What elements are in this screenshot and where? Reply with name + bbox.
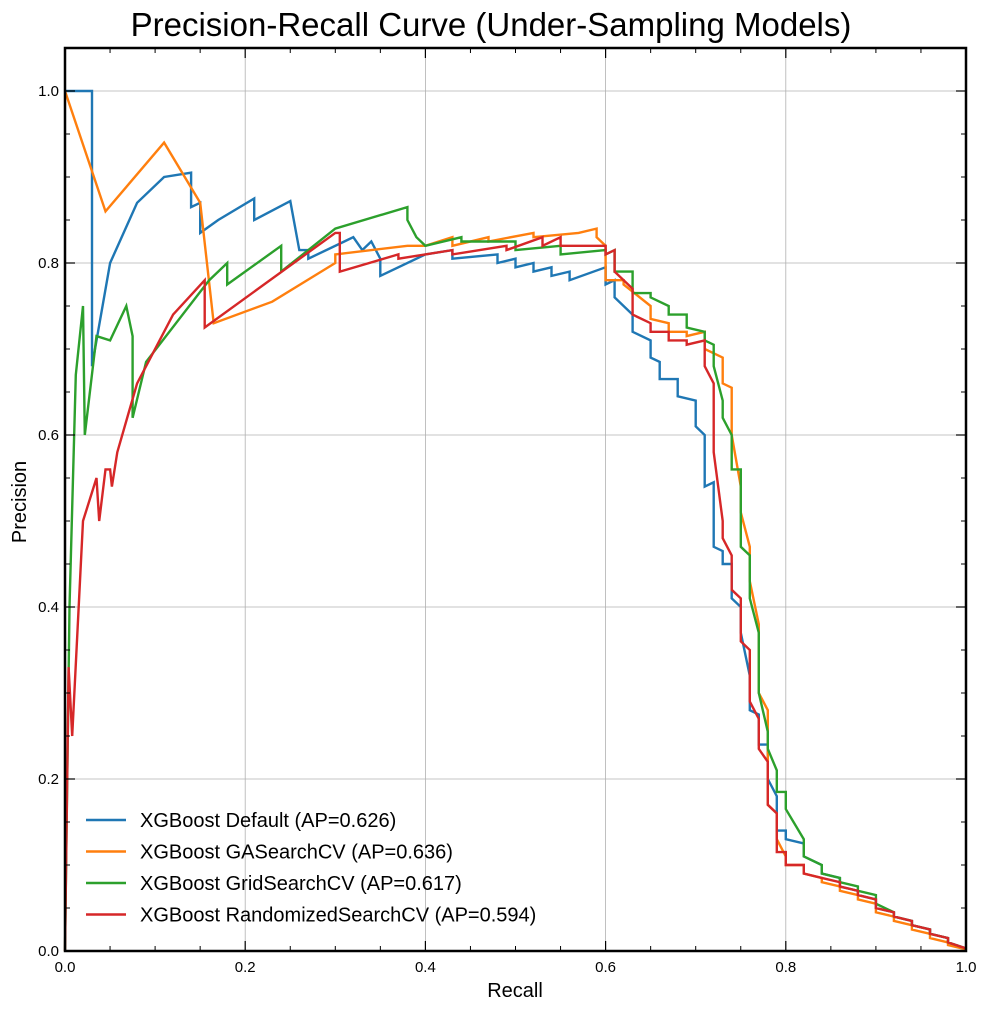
- legend-label: XGBoost RandomizedSearchCV (AP=0.594): [140, 905, 536, 927]
- plot-series: [63, 89, 967, 952]
- x-tick-label: 0.4: [415, 959, 436, 976]
- series-line-3: [63, 205, 967, 952]
- y-tick-label: 0.6: [38, 427, 59, 444]
- legend: XGBoost Default (AP=0.626) XGBoost GASear…: [86, 810, 536, 927]
- y-axis-title: Precision: [9, 461, 31, 543]
- x-tick-label: 0.2: [235, 959, 256, 976]
- legend-label: XGBoost GASearchCV (AP=0.636): [140, 842, 453, 864]
- x-tick-label: 1.0: [956, 959, 977, 976]
- x-axis-title: Recall: [487, 980, 543, 1002]
- legend-label: XGBoost GridSearchCV (AP=0.617): [140, 873, 462, 895]
- chart-title: Precision-Recall Curve (Under-Sampling M…: [131, 6, 852, 43]
- y-tick-label: 1.0: [38, 83, 59, 100]
- plot-frame: [63, 46, 968, 953]
- y-tick-label: 0.2: [38, 771, 59, 788]
- x-tick-label: 0.8: [775, 959, 796, 976]
- legend-label: XGBoost Default (AP=0.626): [140, 810, 396, 832]
- y-tick-label: 0.4: [38, 599, 59, 616]
- tick-labels: 0.0 0.2 0.4 0.6 0.8 1.0 0.0 0.2 0.4 0.6 0.8 1.0: [38, 83, 976, 976]
- series-line-4: [63, 231, 967, 952]
- x-tick-label: 0.0: [55, 959, 76, 976]
- y-tick-label: 0.0: [38, 943, 59, 960]
- y-tick-label: 0.8: [38, 255, 59, 272]
- series-line-2: [63, 90, 967, 951]
- x-tick-label: 0.6: [595, 959, 616, 976]
